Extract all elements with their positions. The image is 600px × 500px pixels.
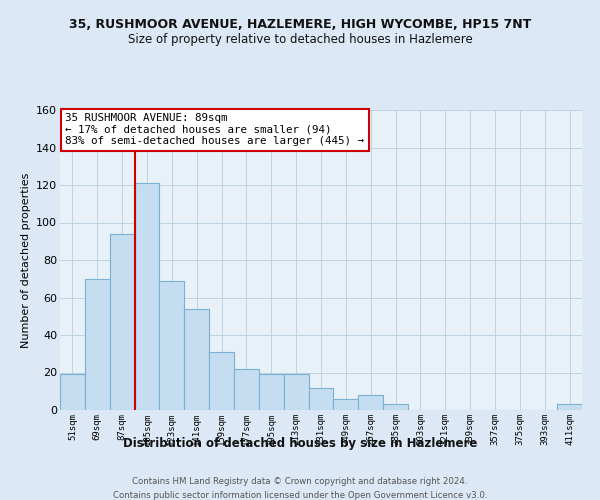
Bar <box>110 234 134 410</box>
Bar <box>259 374 284 410</box>
Bar <box>60 374 85 410</box>
Text: 35 RUSHMOOR AVENUE: 89sqm
← 17% of detached houses are smaller (94)
83% of semi-: 35 RUSHMOOR AVENUE: 89sqm ← 17% of detac… <box>65 113 364 146</box>
Text: Size of property relative to detached houses in Hazlemere: Size of property relative to detached ho… <box>128 32 472 46</box>
Bar <box>284 374 308 410</box>
Bar <box>184 308 209 410</box>
Text: 35, RUSHMOOR AVENUE, HAZLEMERE, HIGH WYCOMBE, HP15 7NT: 35, RUSHMOOR AVENUE, HAZLEMERE, HIGH WYC… <box>69 18 531 30</box>
Bar <box>85 279 110 410</box>
Text: Contains public sector information licensed under the Open Government Licence v3: Contains public sector information licen… <box>113 491 487 500</box>
Bar <box>209 352 234 410</box>
Text: Contains HM Land Registry data © Crown copyright and database right 2024.: Contains HM Land Registry data © Crown c… <box>132 478 468 486</box>
Bar <box>557 404 582 410</box>
Bar <box>234 369 259 410</box>
Text: Distribution of detached houses by size in Hazlemere: Distribution of detached houses by size … <box>123 438 477 450</box>
Bar <box>334 399 358 410</box>
Bar <box>134 183 160 410</box>
Y-axis label: Number of detached properties: Number of detached properties <box>20 172 31 348</box>
Bar <box>308 388 334 410</box>
Bar <box>383 404 408 410</box>
Bar <box>358 395 383 410</box>
Bar <box>160 280 184 410</box>
